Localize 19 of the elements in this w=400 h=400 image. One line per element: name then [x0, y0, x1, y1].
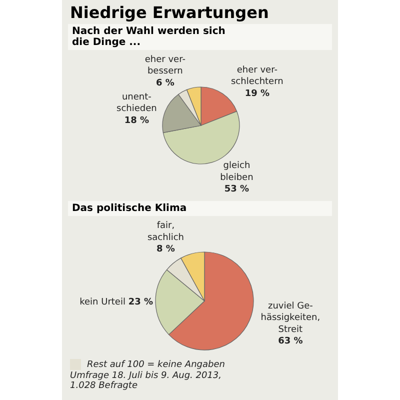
slice-label: eher ver- bessern [144, 54, 186, 77]
slice-label: kein Urteil [80, 298, 126, 308]
chart-title: Das politische Klima [68, 201, 332, 216]
slice-label: unent- schieden [116, 92, 157, 114]
data-label: 6 % [156, 78, 174, 88]
text: Umfrage 18. Juli bis 9. Aug. 2013, 1.028 Befragte [70, 371, 222, 391]
chart-subtitle: Nach der Wahl werden sich die Dinge ... [68, 24, 332, 50]
slice-label: eher ver- schlechtern [230, 66, 284, 88]
data-label: 18 % [124, 116, 150, 126]
data-label: 63 % [278, 336, 303, 347]
data-label: 19 % [244, 88, 270, 99]
slice-label: gleich bleiben [220, 161, 254, 183]
data-label: 53 % [224, 184, 250, 195]
data-label: 23 % [128, 298, 154, 308]
text: Rest auf 100 = keine Angaben [87, 360, 225, 370]
slice-label: fair, sachlich [147, 221, 184, 243]
data-label: 8 % [156, 244, 175, 255]
chart-title: Niedrige Erwartungen [69, 2, 270, 23]
slice-label: zuviel Ge- hässigkeiten, Streit [260, 301, 320, 335]
